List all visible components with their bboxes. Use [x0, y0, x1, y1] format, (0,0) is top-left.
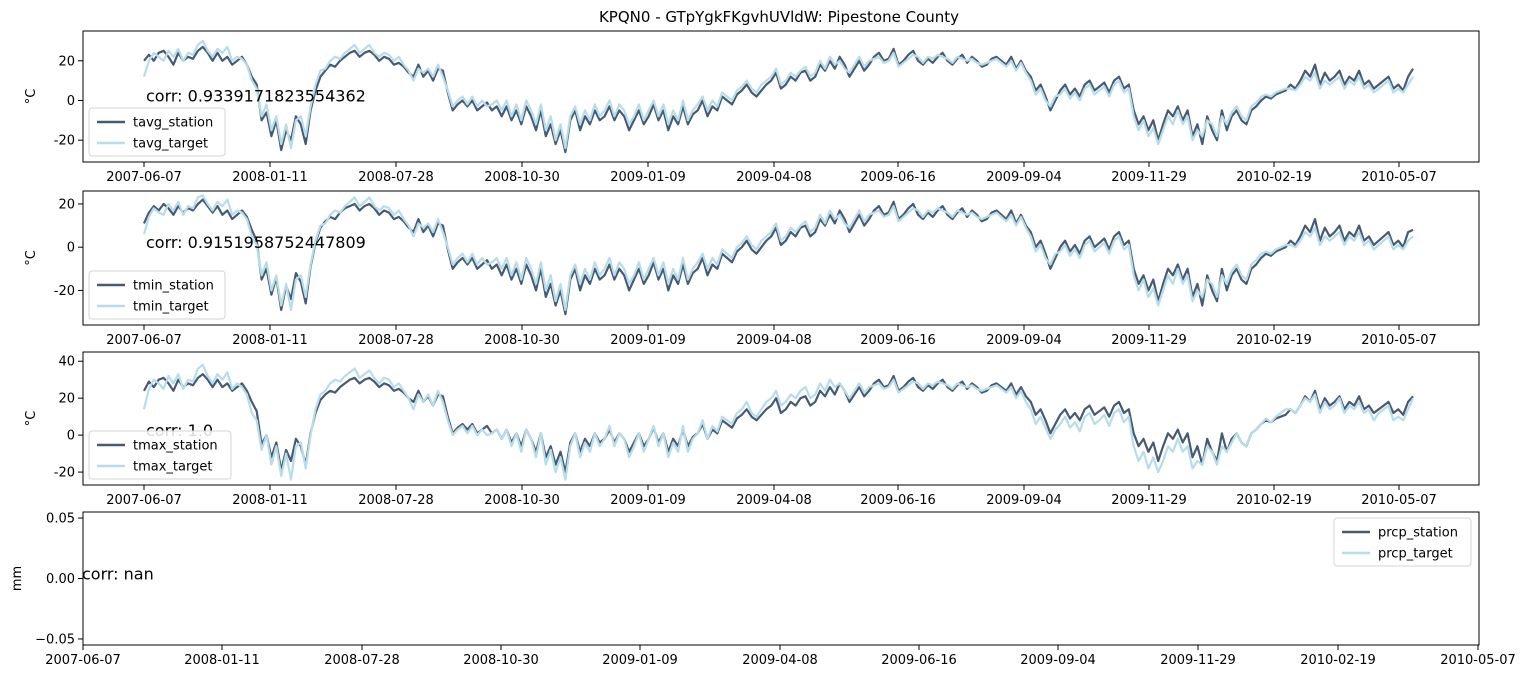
x-tick-label: 2008-10-30 — [484, 170, 560, 185]
x-tick-label: 2007-06-07 — [45, 653, 121, 668]
legend-label: prcp_target — [1378, 547, 1453, 562]
x-tick-label: 2010-05-07 — [1361, 493, 1437, 508]
x-tick-label: 2009-01-09 — [602, 653, 678, 668]
y-tick-label: 0 — [67, 94, 75, 109]
axes-frame — [82, 511, 1480, 646]
x-tick-label: 2009-01-09 — [610, 170, 686, 185]
y-tick-label: -20 — [54, 134, 75, 149]
x-tick-label: 2010-02-19 — [1236, 493, 1312, 508]
x-tick-label: 2009-06-16 — [860, 333, 936, 348]
series-line-tmin_target — [142, 194, 1414, 311]
x-tick-label: 2009-09-04 — [986, 333, 1062, 348]
x-tick-label: 2009-01-09 — [610, 333, 686, 348]
y-tick-label: 0 — [67, 429, 75, 444]
y-tick-label: 0.00 — [46, 572, 75, 587]
x-tick-label: 2009-01-09 — [610, 493, 686, 508]
y-tick-label: 20 — [58, 54, 75, 69]
y-tick-label: -20 — [54, 284, 75, 299]
x-tick-label: 2007-06-07 — [106, 333, 182, 348]
x-tick-label: 2008-10-30 — [463, 653, 539, 668]
axes-frame — [82, 351, 1480, 486]
x-tick-label: 2009-09-04 — [986, 493, 1062, 508]
y-axis-label: °C — [24, 89, 39, 105]
series-line-tmax_target — [142, 363, 1415, 481]
legend: tmax_station tmax_target — [88, 430, 232, 480]
series-line-tavg_target — [142, 39, 1414, 150]
y-axis-label: °C — [24, 411, 39, 427]
legend-label: prcp_station — [1378, 526, 1458, 541]
y-axis-label: °C — [24, 250, 39, 266]
legend: tavg_station tavg_target — [88, 107, 226, 157]
axes-frame — [82, 190, 1480, 326]
legend-label: tmax_station — [133, 439, 218, 454]
x-tick-label: 2008-10-30 — [484, 333, 560, 348]
y-tick-label: 20 — [58, 392, 75, 407]
legend-label: tmin_target — [133, 300, 209, 315]
x-tick-label: 2008-07-28 — [358, 170, 434, 185]
x-tick-label: 2009-04-08 — [736, 170, 812, 185]
corr-annotation: corr: 0.9151958752447809 — [146, 233, 366, 252]
series-line-tavg_station — [143, 45, 1414, 154]
x-tick-label: 2009-11-29 — [1111, 493, 1187, 508]
y-tick-label: 40 — [58, 355, 75, 370]
series-line-tmin_station — [142, 198, 1414, 316]
series-line-tmax_station — [143, 373, 1414, 474]
x-tick-label: 2010-05-07 — [1440, 653, 1516, 668]
x-tick-label: 2008-01-11 — [232, 170, 308, 185]
x-tick-label: 2008-01-11 — [232, 333, 308, 348]
x-tick-label: 2009-11-29 — [1111, 333, 1187, 348]
x-tick-label: 2009-06-16 — [860, 493, 936, 508]
x-tick-label: 2009-09-04 — [1020, 653, 1096, 668]
panel-1: -20 0 20 2007-06-07 2008-01-11 2008-07-28 2008… — [24, 30, 1480, 185]
chart-title: KPQN0 - GTpYgkFKgvhUVldW: Pipestone Coun… — [599, 8, 959, 26]
legend: prcp_station prcp_target — [1333, 517, 1472, 567]
legend-label: tmax_target — [133, 460, 212, 475]
y-tick-label: −0.05 — [35, 632, 75, 647]
x-tick-label: 2008-07-28 — [358, 493, 434, 508]
corr-annotation: corr: nan — [82, 565, 154, 584]
x-tick-label: 2008-01-11 — [184, 653, 260, 668]
x-tick-label: 2010-02-19 — [1236, 170, 1312, 185]
corr-annotation: corr: 0.9339171823554362 — [146, 86, 366, 105]
x-tick-label: 2008-01-11 — [232, 493, 308, 508]
x-tick-label: 2009-04-08 — [736, 333, 812, 348]
x-tick-label: 2010-05-07 — [1361, 333, 1437, 348]
y-tick-label: 20 — [58, 197, 75, 212]
x-tick-label: 2009-06-16 — [881, 653, 957, 668]
legend: tmin_station tmin_target — [88, 270, 226, 320]
x-tick-label: 2009-06-16 — [860, 170, 936, 185]
x-tick-label: 2008-07-28 — [324, 653, 400, 668]
y-tick-label: 0 — [67, 241, 75, 256]
x-tick-label: 2010-02-19 — [1300, 653, 1376, 668]
axes-frame — [82, 30, 1480, 163]
panel-2: -20 0 20 2007-06-07 2008-01-11 2008-07-28 2008… — [24, 190, 1480, 348]
x-tick-label: 2009-04-08 — [736, 493, 812, 508]
x-tick-label: 2010-05-07 — [1361, 170, 1437, 185]
panel-4: −0.05 0.00 0.05 2007-06-07 2008-01-11 2008-07… — [10, 511, 1516, 668]
x-tick-label: 2010-02-19 — [1236, 333, 1312, 348]
y-tick-label: 0.05 — [46, 512, 75, 527]
legend-label: tavg_station — [133, 116, 213, 131]
x-tick-label: 2007-06-07 — [106, 170, 182, 185]
y-axis-label: mm — [10, 566, 25, 591]
x-tick-label: 2008-07-28 — [358, 333, 434, 348]
x-tick-label: 2008-10-30 — [484, 493, 560, 508]
panel-3: -20 0 20 40 2007-06-07 2008-01-11 2008-07-28 20… — [24, 351, 1480, 508]
x-tick-label: 2009-11-29 — [1160, 653, 1236, 668]
x-tick-label: 2009-04-08 — [742, 653, 818, 668]
x-tick-label: 2007-06-07 — [106, 493, 182, 508]
legend-label: tmin_station — [133, 279, 214, 294]
legend-label: tavg_target — [133, 137, 208, 152]
y-tick-label: -20 — [54, 466, 75, 481]
x-tick-label: 2009-11-29 — [1111, 170, 1187, 185]
x-tick-label: 2009-09-04 — [986, 170, 1062, 185]
